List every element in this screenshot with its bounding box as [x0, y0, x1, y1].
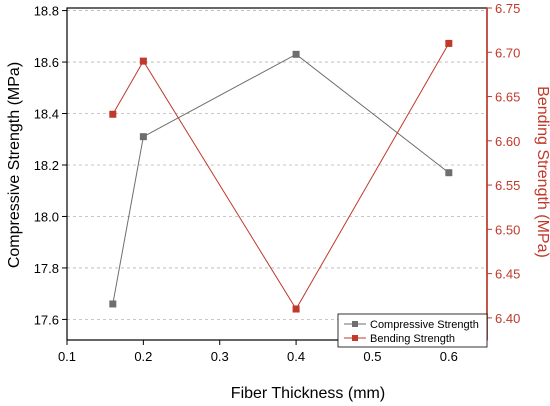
x-tick-label: 0.3	[211, 349, 229, 364]
left-y-tick-label: 18.8	[34, 4, 59, 19]
right-y-tick-label: 6.50	[495, 222, 520, 237]
left-y-axis-label: Compressive Strength (MPa)	[6, 62, 23, 268]
legend-label-bending: Bending Strength	[370, 333, 455, 345]
right-y-axis-ticks: 6.40 6.45 6.50 6.55 6.60 6.65 6.70 6.75	[487, 1, 520, 326]
legend-marker-bending	[352, 335, 358, 341]
x-axis-label: Fiber Thickness (mm)	[231, 385, 385, 402]
x-tick-label: 0.5	[363, 349, 381, 364]
data-point-compressive	[109, 300, 117, 308]
plot-frame	[66, 7, 488, 341]
series-line-compressive	[112, 53, 450, 305]
right-y-tick-label: 6.40	[495, 311, 520, 326]
right-y-tick-label: 6.65	[495, 90, 520, 105]
data-point-compressive	[139, 133, 147, 141]
left-y-tick-label: 17.6	[34, 312, 59, 327]
x-tick-label: 0.2	[134, 349, 152, 364]
right-y-tick-label: 6.60	[495, 134, 520, 149]
right-y-tick-label: 6.70	[495, 45, 520, 60]
left-y-tick-label: 18.6	[34, 55, 59, 70]
x-axis-ticks: 0.1 0.2 0.3 0.4 0.5 0.6	[58, 340, 458, 364]
data-point-compressive	[292, 50, 300, 58]
left-y-axis-ticks: 17.6 17.8 18.0 18.2 18.4 18.6 18.8	[34, 4, 67, 327]
legend-label-compressive: Compressive Strength	[370, 319, 479, 331]
data-point-bending	[139, 57, 147, 65]
legend-box	[337, 313, 488, 348]
series-layer	[109, 39, 453, 313]
left-y-tick-label: 18.0	[34, 209, 59, 224]
right-y-axis-label: Bending Strength (MPa)	[534, 86, 550, 258]
right-y-tick-label: 6.55	[495, 178, 520, 193]
right-y-tick-label: 6.45	[495, 267, 520, 282]
legend-marker-compressive	[352, 321, 358, 327]
right-y-tick-label: 6.75	[495, 1, 520, 16]
left-y-tick-label: 18.2	[34, 158, 59, 173]
x-tick-label: 0.4	[287, 349, 305, 364]
left-y-tick-label: 18.4	[34, 107, 59, 122]
series-line-bending	[112, 43, 450, 310]
x-tick-label: 0.1	[58, 349, 76, 364]
data-point-bending	[109, 110, 117, 118]
data-point-bending	[445, 39, 453, 47]
left-y-tick-label: 17.8	[34, 261, 59, 276]
grid-lines	[67, 10, 487, 320]
data-point-bending	[292, 305, 300, 313]
legend: Compressive Strength Bending Strength	[337, 313, 488, 348]
data-point-compressive	[445, 169, 453, 177]
x-tick-label: 0.6	[440, 349, 458, 364]
